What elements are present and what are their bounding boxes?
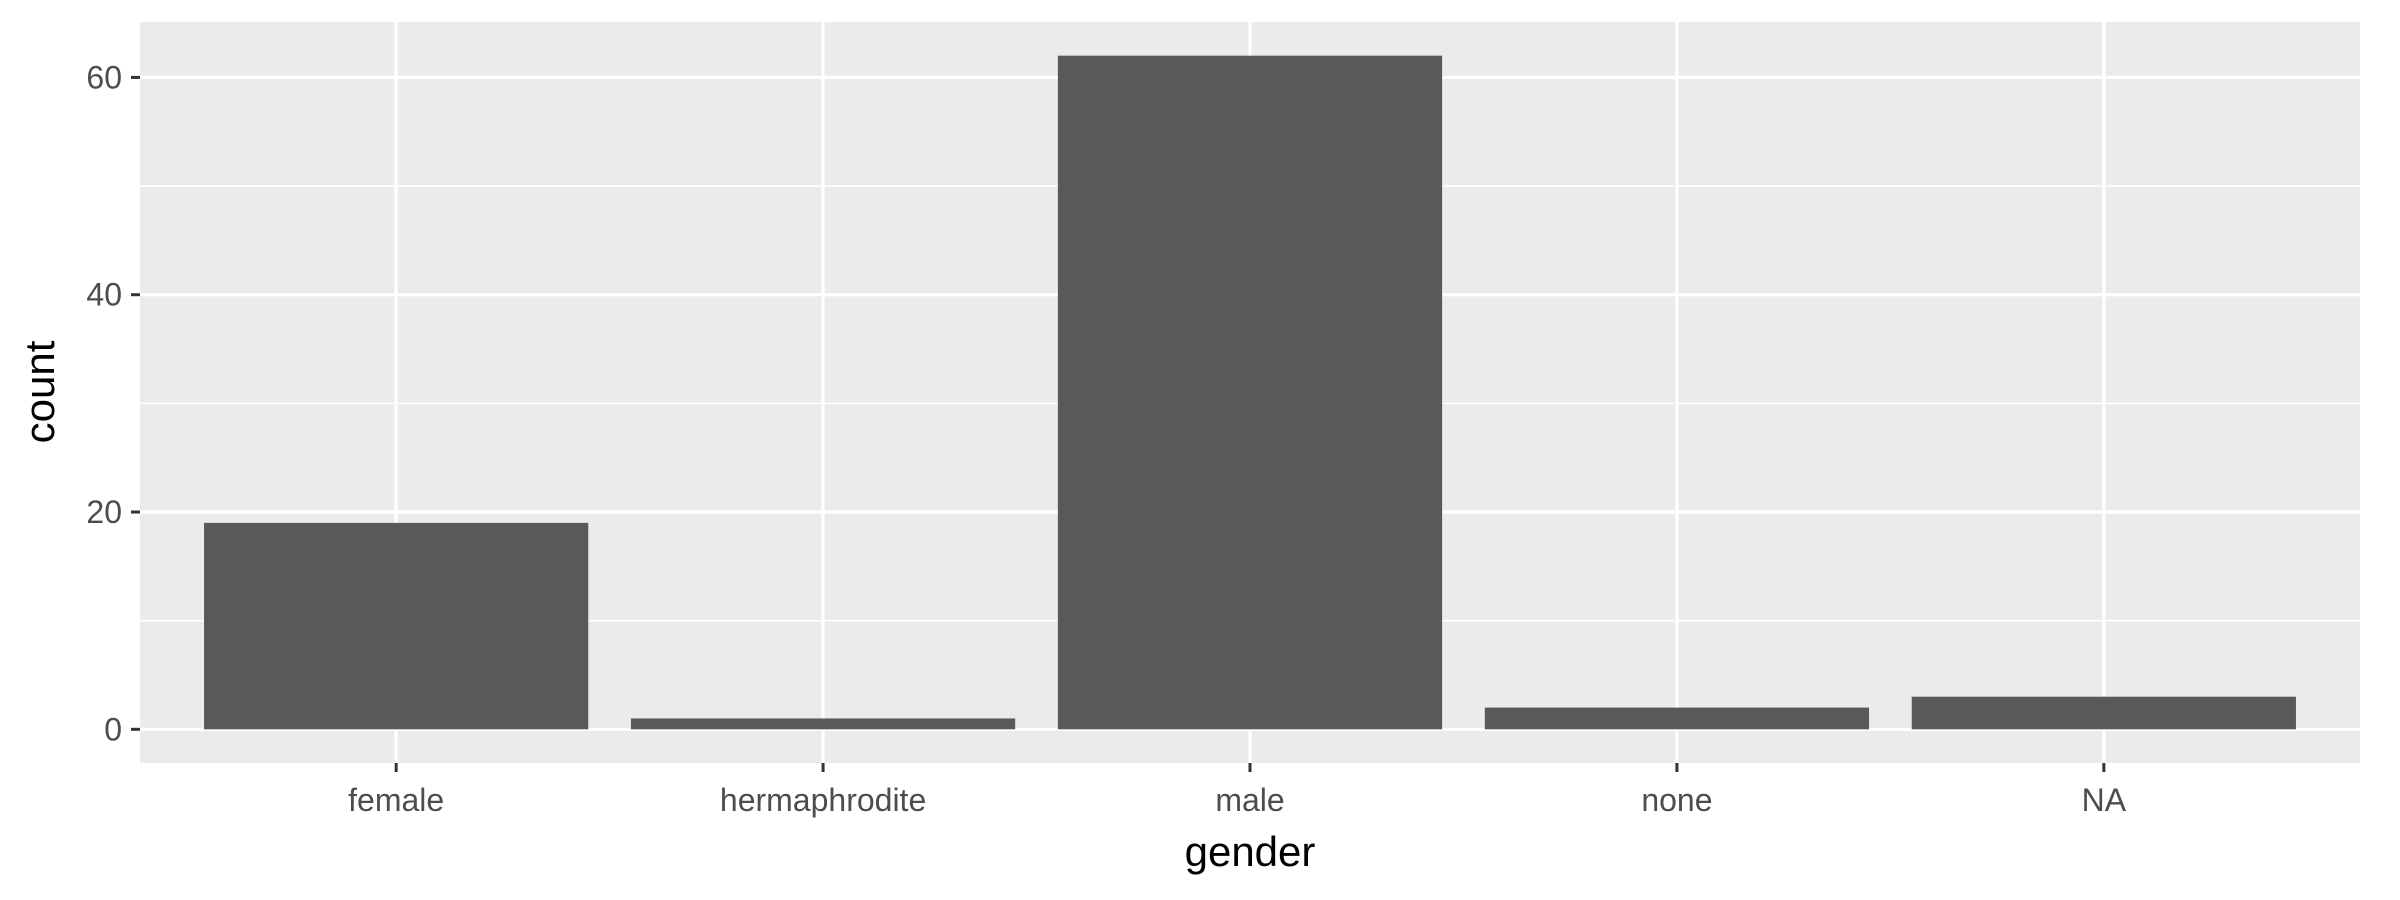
bar-hermaphrodite <box>630 718 1016 730</box>
x-tick-label: hermaphrodite <box>720 782 926 818</box>
bar-none <box>1484 707 1870 730</box>
bar-female <box>204 522 589 730</box>
y-tick-label: 60 <box>86 59 122 95</box>
x-tick-label: none <box>1641 782 1712 818</box>
y-tick-label: 0 <box>104 711 122 747</box>
y-axis-title: count <box>16 340 63 443</box>
y-tick-label: 40 <box>86 277 122 313</box>
x-axis-ticks: female hermaphrodite male none NA <box>348 763 2127 818</box>
y-tick-label: 20 <box>86 494 122 530</box>
bar-na <box>1911 696 2296 730</box>
bars <box>204 55 2296 730</box>
bar-male <box>1057 55 1443 730</box>
x-tick-label: NA <box>2082 782 2127 818</box>
x-axis-title: gender <box>1185 828 1316 875</box>
x-tick-label: male <box>1215 782 1284 818</box>
x-tick-label: female <box>348 782 444 818</box>
y-axis-ticks: 0 20 40 60 <box>86 59 140 747</box>
